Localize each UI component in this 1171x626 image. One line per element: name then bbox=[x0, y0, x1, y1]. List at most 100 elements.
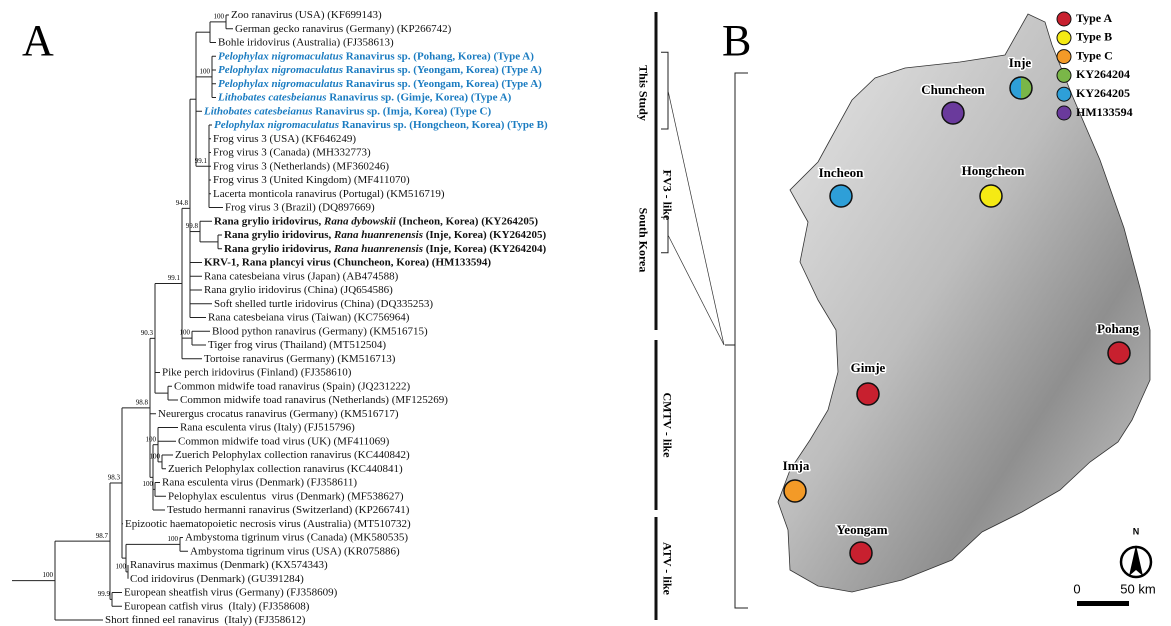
leaf-label: Lacerta monticola ranavirus (Portugal) (… bbox=[213, 187, 445, 199]
leaf-label: Frog virus 3 (Brazil) (DQ897669) bbox=[225, 201, 375, 213]
leaf-part: Testudo hermanni ranavirus (Switzerland)… bbox=[167, 504, 410, 516]
leaf-label: Rana grylio iridovirus, Rana dybowskii (… bbox=[214, 215, 538, 227]
leaf-label: Zuerich Pelophylax collection ranavirus … bbox=[168, 462, 403, 474]
leaf-part: Soft shelled turtle iridovirus (China) (… bbox=[214, 297, 433, 309]
leaf-label: Zoo ranavirus (USA) (KF699143) bbox=[231, 9, 382, 21]
leaf-part: Zuerich Pelophylax collection ranavirus … bbox=[168, 462, 403, 474]
page: {"panel_a":{"label":"A", "leaves":[ {"pa… bbox=[0, 0, 1171, 626]
leaf-part: (Inje, Korea) (KY264205) bbox=[423, 229, 547, 241]
leaf-label: Epizootic haematopoietic necrosis virus … bbox=[125, 517, 411, 529]
legend-swatch bbox=[1057, 106, 1071, 120]
site-marker bbox=[857, 383, 879, 405]
leaf-label: Soft shelled turtle iridovirus (China) (… bbox=[214, 297, 433, 309]
leaf-part: Ranavirus sp. (Imja, Korea) (Type C) bbox=[312, 105, 491, 117]
leaf-label: Tiger frog virus (Thailand) (MT512504) bbox=[208, 339, 386, 351]
leaf-part: Frog virus 3 (USA) (KF646249) bbox=[213, 132, 356, 144]
bootstrap: 99.8 bbox=[186, 222, 199, 230]
leaf-part: Neurergus crocatus ranavirus (Germany) (… bbox=[158, 407, 399, 419]
bootstrap: 100 bbox=[150, 452, 161, 460]
legend-label: HM133594 bbox=[1076, 105, 1133, 119]
leaf-label: Rana esculenta virus (Denmark) (FJ358611… bbox=[162, 476, 357, 488]
bracket-label: South Korea bbox=[636, 208, 650, 273]
leaf-label: Neurergus crocatus ranavirus (Germany) (… bbox=[158, 407, 399, 419]
leaf-part: Rana catesbeiana virus (Japan) (AB474588… bbox=[204, 270, 399, 282]
leaf-part: Frog virus 3 (Brazil) (DQ897669) bbox=[225, 201, 375, 213]
leaf-part: Frog virus 3 (United Kingdom) (MF411070) bbox=[213, 174, 410, 186]
leaf-part: Blood python ranavirus (Germany) (KM5167… bbox=[212, 325, 428, 337]
leaf-part: Short finned eel ranavirus (Italy) (FJ35… bbox=[105, 614, 306, 626]
leaf-part: Pelophylax esculentus virus (Denmark) (M… bbox=[168, 490, 404, 502]
leaf-label: Short finned eel ranavirus (Italy) (FJ35… bbox=[105, 614, 306, 626]
site-marker bbox=[980, 185, 1002, 207]
legend-label: Type A bbox=[1076, 11, 1112, 25]
leaf-part: Rana huanrenensis bbox=[333, 242, 423, 254]
leaf-label: Common midwife toad virus (UK) (MF411069… bbox=[178, 435, 390, 447]
site-label: Incheon bbox=[819, 165, 865, 180]
site-label: Gimje bbox=[851, 360, 886, 375]
leaf-label: Pelophylax nigromaculatus Ranavirus sp. … bbox=[214, 119, 548, 131]
leaf-part: Epizootic haematopoietic necrosis virus … bbox=[125, 517, 411, 529]
legend-swatch bbox=[1057, 68, 1071, 82]
leaf-part: Rana grylio iridovirus, bbox=[224, 242, 334, 254]
bootstrap: 98.8 bbox=[136, 398, 149, 406]
leaf-label: Rana esculenta virus (Italy) (FJ515796) bbox=[180, 421, 355, 433]
bootstrap: 100 bbox=[143, 480, 154, 488]
bootstrap: 100 bbox=[146, 435, 157, 443]
leaf-part: Ranavirus maximus (Denmark) (KX574343) bbox=[130, 559, 328, 571]
leaf-part: Zuerich Pelophylax collection ranavirus … bbox=[175, 449, 410, 461]
leaf-label: Pelophylax esculentus virus (Denmark) (M… bbox=[168, 490, 404, 502]
clade-label: ATV - like bbox=[660, 542, 674, 596]
bootstrap: 100 bbox=[116, 562, 127, 570]
leaf-label: Rana catesbeiana virus (Japan) (AB474588… bbox=[204, 270, 399, 282]
leaf-part: European catfish virus (Italy) (FJ358608… bbox=[124, 600, 310, 612]
site-label: Chuncheon bbox=[921, 82, 985, 97]
clade-label: FV3 - like bbox=[660, 170, 674, 221]
leaf-part: Cod iridovirus (Denmark) (GU391284) bbox=[130, 572, 304, 584]
scale-label: 50 km bbox=[1120, 581, 1155, 596]
leaf-part: Pelophylax nigromaculatus bbox=[218, 50, 343, 62]
bootstrap: 98.3 bbox=[108, 474, 121, 482]
leaf-part: Frog virus 3 (Netherlands) (MF360246) bbox=[213, 160, 389, 172]
leaf-label: Zuerich Pelophylax collection ranavirus … bbox=[175, 449, 410, 461]
leaf-label: European catfish virus (Italy) (FJ358608… bbox=[124, 600, 310, 612]
leaf-part: (Inje, Korea) (KY264204) bbox=[423, 242, 547, 254]
leaf-part: Pelophylax nigromaculatus bbox=[218, 64, 343, 76]
site-label: Pohang bbox=[1097, 321, 1139, 336]
leaf-part: (Incheon, Korea) (KY264205) bbox=[396, 215, 539, 227]
leaf-label: Pelophylax nigromaculatus Ranavirus sp. … bbox=[218, 64, 542, 76]
scale-label: 0 bbox=[1073, 581, 1080, 596]
leaf-part: Bohle iridovirus (Australia) (FJ358613) bbox=[218, 36, 394, 48]
leaf-part: Frog virus 3 (Canada) (MH332773) bbox=[213, 146, 371, 158]
bootstrap: 99.9 bbox=[98, 590, 111, 598]
leaf-label: Common midwife toad ranavirus (Spain) (J… bbox=[174, 380, 410, 392]
bootstrap: 100 bbox=[214, 12, 225, 20]
bootstrap: 100 bbox=[43, 571, 54, 579]
leaf-label: Pelophylax nigromaculatus Ranavirus sp. … bbox=[218, 50, 534, 62]
leaf-label: European sheatfish virus (Germany) (FJ35… bbox=[124, 586, 338, 598]
leaf-label: Rana grylio iridovirus, Rana huanrenensi… bbox=[224, 242, 547, 254]
north-label: N bbox=[1133, 526, 1140, 536]
leaf-label: Pike perch iridovirus (Finland) (FJ35861… bbox=[162, 366, 352, 378]
leaf-label: Lithobates catesbeianus Ranavirus sp. (G… bbox=[217, 91, 512, 103]
map-land bbox=[778, 14, 1150, 592]
legend-label: KY264204 bbox=[1076, 67, 1130, 81]
study-bracket bbox=[661, 52, 668, 129]
leaf-label: Ambystoma tigrinum virus (Canada) (MK580… bbox=[185, 531, 408, 543]
leaf-part: European sheatfish virus (Germany) (FJ35… bbox=[124, 586, 338, 598]
leaf-label: Rana grylio iridovirus (China) (JQ654586… bbox=[204, 284, 393, 296]
leaf-part: Tiger frog virus (Thailand) (MT512504) bbox=[208, 339, 386, 351]
bootstrap: 99.1 bbox=[195, 157, 208, 165]
site-marker bbox=[830, 185, 852, 207]
site-label: Yeongam bbox=[836, 522, 887, 537]
leaf-label: Lithobates catesbeianus Ranavirus sp. (I… bbox=[203, 105, 491, 117]
site-label: Inje bbox=[1009, 55, 1032, 70]
bootstrap: 94.8 bbox=[176, 199, 189, 207]
leaf-part: Ambystoma tigrinum virus (USA) (KR075886… bbox=[190, 545, 400, 557]
leaf-label: Frog virus 3 (Canada) (MH332773) bbox=[213, 146, 371, 158]
bootstrap: 100 bbox=[168, 535, 179, 543]
leaf-part: Lacerta monticola ranavirus (Portugal) (… bbox=[213, 187, 445, 199]
bootstrap: 100 bbox=[180, 329, 191, 337]
leaf-part: Ranavirus sp. (Yeongam, Korea) (Type A) bbox=[343, 64, 542, 76]
panel-label: A bbox=[22, 16, 54, 65]
leaf-label: Testudo hermanni ranavirus (Switzerland)… bbox=[167, 504, 410, 516]
